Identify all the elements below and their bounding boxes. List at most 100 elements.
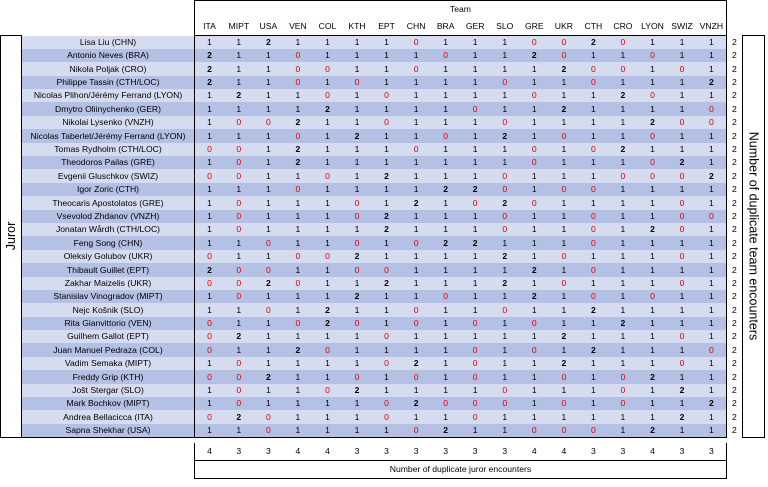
encounter-cell: 0 [312,249,343,264]
encounter-cell: 1 [430,410,461,424]
encounter-matrix: Team ITA MIPT USA VEN COL KTH EPT CHN BRA GER SLO GR… [0,0,765,479]
encounter-cell: 0 [667,356,697,371]
encounter-cell: 0 [460,102,490,116]
encounter-cell: 1 [637,142,668,157]
encounter-cell: 1 [430,343,461,357]
encounter-cell: 0 [224,356,254,371]
juror-row: Nikolai Lysenko (VNZH) 1 0 0 2 1 1 0 1 1 1 0 1 1 1 1 2 0 0… [1,115,765,130]
column-total: 3 [253,443,284,461]
juror-row: Nikola Poljak (CRO) 2 1 1 0 0 1 1 0 1 1 1 1 2 0 0 1 0 1 2 [1,62,765,76]
column-total: 3 [460,443,490,461]
encounter-cell: 2 [283,156,313,170]
encounter-cell: 1 [224,249,254,264]
encounter-cell: 0 [549,423,579,438]
encounter-cell: 0 [519,156,550,170]
encounter-cell: 1 [312,330,343,344]
blank-corner [0,460,195,479]
encounter-cell: 1 [696,222,727,237]
juror-name: Rita Gianvittorio (VEN) [21,316,195,331]
encounter-cell: 0 [519,35,550,49]
encounter-cell: 0 [489,115,520,130]
encounter-cell: 0 [578,209,609,223]
encounter-cell: 1 [489,263,520,277]
encounter-cell: 2 [342,383,372,398]
encounter-cell: 1 [637,35,668,49]
encounter-cell: 1 [342,169,372,183]
row-total: 2 [725,62,743,76]
encounter-cell: 2 [489,276,520,290]
juror-row: Sapna Shekhar (USA) 1 1 0 1 1 1 1 0 2 1 1 0 0 0 1 2 1 1 2 [1,423,765,438]
encounter-cell: 2 [224,330,254,344]
encounter-cell: 1 [519,75,550,90]
juror-row: Rita Gianvittorio (VEN) 0 1 1 0 2 0 1 0 1 0 1 0 1 1 2 1 1… [1,316,765,331]
encounter-cell: 0 [224,115,254,130]
encounter-cell: 0 [401,370,431,384]
encounter-cell: 1 [430,222,461,237]
encounter-cell: 1 [342,89,372,103]
encounter-cell: 0 [519,343,550,357]
encounter-cell: 1 [489,356,520,371]
encounter-cell: 0 [667,222,697,237]
encounter-cell: 0 [371,356,402,371]
encounter-cell: 0 [371,115,402,130]
juror-name: Thibault Guillet (EPT) [21,263,195,277]
encounter-cell: 1 [637,236,668,250]
encounter-cell: 1 [283,263,313,277]
encounter-cell: 0 [519,423,550,438]
encounter-cell: 2 [312,102,343,116]
encounter-cell: 1 [489,142,520,157]
encounter-cell: 0 [401,142,431,157]
encounter-cell: 1 [578,356,609,371]
column-total: 3 [371,443,402,461]
encounter-cell: 0 [194,330,225,344]
encounter-cell: 1 [637,303,668,317]
encounter-cell: 1 [608,182,638,197]
encounter-cell: 1 [312,236,343,250]
encounter-cell: 0 [460,410,490,424]
encounter-cell: 1 [696,89,727,103]
encounter-cell: 1 [519,236,550,250]
encounter-cell: 1 [312,35,343,49]
encounter-cell: 1 [430,276,461,290]
encounter-cell: 0 [519,89,550,103]
row-total: 2 [725,115,743,130]
encounter-cell: 0 [549,276,579,290]
encounter-cell: 1 [667,89,697,103]
encounter-cell: 1 [224,129,254,143]
row-total: 2 [725,222,743,237]
encounter-cell: 1 [253,316,284,331]
juror-name: Dmytro Oliinychenko (GER) [21,102,195,116]
blank-corner [726,443,765,461]
encounter-cell: 1 [194,383,225,398]
juror-name: Freddy Grip (KTH) [21,370,195,384]
encounter-cell: 1 [253,89,284,103]
encounter-cell: 1 [578,316,609,331]
team-header-ukr: UKR [549,17,579,36]
encounter-cell: 1 [696,142,727,157]
encounter-cell: 1 [194,156,225,170]
juror-row: Nicolas Taberlet/Jérémy Ferrand (LYON) 1 1… [1,129,765,143]
encounter-cell: 1 [667,303,697,317]
juror-row: Theodoros Pailas (GRE) 1 0 1 2 1 1 1 1 1 1 1 0 1 1 1 0 2 1… [1,156,765,170]
encounter-cell: 2 [608,142,638,157]
encounter-cell: 1 [194,209,225,223]
encounter-cell: 1 [283,169,313,183]
encounter-cell: 2 [549,330,579,344]
encounter-cell: 2 [637,423,668,438]
juror-row: Thibault Guillet (EPT) 2 0 0 1 1 0 0 1 1 1 1 2 1 0 1 1 1 1… [1,263,765,277]
juror-name: Mark Bochkov (MIPT) [21,397,195,411]
encounter-cell: 0 [371,89,402,103]
juror-name: Zakhar Maizelis (UKR) [21,276,195,290]
encounter-cell: 1 [312,129,343,143]
row-total: 2 [725,89,743,103]
encounter-cell: 0 [489,383,520,398]
encounter-cell: 1 [283,397,313,411]
juror-row: Nejc Košnik (SLO) 1 1 0 1 2 1 1 0 1 1 0 1 1 2 1 1 1 1 2 [1,303,765,317]
encounter-cell: 1 [312,142,343,157]
encounter-cell: 0 [224,289,254,304]
row-total: 2 [725,303,743,317]
encounter-cell: 0 [253,303,284,317]
encounter-cell: 1 [312,156,343,170]
encounter-cell: 1 [637,276,668,290]
encounter-cell: 0 [194,370,225,384]
